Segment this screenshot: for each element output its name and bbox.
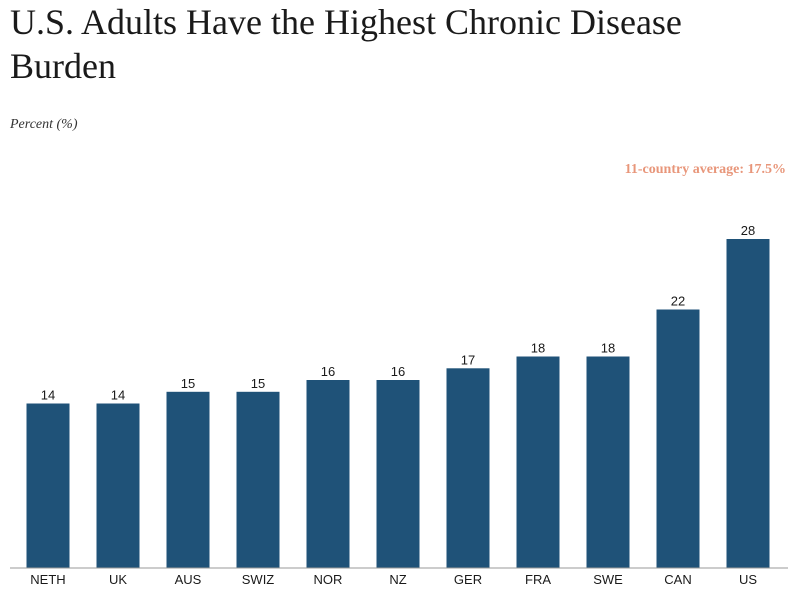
x-tick-label: AUS xyxy=(175,572,202,587)
bar-value-label: 22 xyxy=(671,294,685,309)
x-tick-label: US xyxy=(739,572,757,587)
x-tick-label: NOR xyxy=(314,572,343,587)
bar-value-label: 18 xyxy=(531,341,545,356)
x-tick-label: FRA xyxy=(525,572,551,587)
bar-neth xyxy=(26,403,70,568)
bar-swe xyxy=(586,356,630,568)
bar-value-label: 14 xyxy=(41,388,55,403)
bar-swiz xyxy=(236,391,280,569)
bar-nor xyxy=(306,380,350,568)
bar-fra xyxy=(516,356,560,568)
bar-value-label: 16 xyxy=(321,364,335,379)
x-tick-label: SWIZ xyxy=(242,572,275,587)
bars-group: 14 14 15 15 16 16 17 18 18 22 28 xyxy=(26,223,770,569)
chart-subtitle-units: Percent (%) xyxy=(10,117,78,132)
bar-value-label: 28 xyxy=(741,223,755,238)
bar-ger xyxy=(446,368,490,568)
x-tick-label: SWE xyxy=(593,572,623,587)
x-tick-label: NETH xyxy=(30,572,65,587)
x-tick-label: GER xyxy=(454,572,482,587)
bar-value-label: 17 xyxy=(461,352,475,367)
bar-uk xyxy=(96,403,140,568)
bar-value-label: 16 xyxy=(391,364,405,379)
chart-title: U.S. Adults Have the Highest Chronic Dis… xyxy=(10,2,682,86)
x-tick-labels: NETH UK AUS SWIZ NOR NZ GER FRA SWE CAN US xyxy=(30,572,757,587)
bar-us xyxy=(726,239,770,568)
bar-value-label: 15 xyxy=(251,376,265,391)
x-tick-label: CAN xyxy=(664,572,691,587)
bar-can xyxy=(656,309,700,568)
x-tick-label: UK xyxy=(109,572,127,587)
average-annotation: 11-country average: 17.5% xyxy=(624,162,786,177)
bar-value-label: 18 xyxy=(601,341,615,356)
bar-value-label: 15 xyxy=(181,376,195,391)
bar-aus xyxy=(166,391,210,569)
bar-value-label: 14 xyxy=(111,388,125,403)
bar-nz xyxy=(376,380,420,568)
x-tick-label: NZ xyxy=(389,572,406,587)
